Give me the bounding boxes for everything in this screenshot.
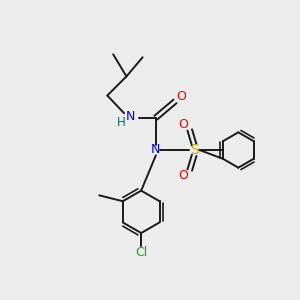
- Text: N: N: [151, 143, 160, 157]
- Text: Cl: Cl: [135, 246, 147, 259]
- Text: N: N: [126, 110, 136, 123]
- Text: H: H: [117, 116, 125, 128]
- Text: O: O: [177, 91, 186, 103]
- Text: O: O: [178, 118, 188, 131]
- Text: O: O: [178, 169, 188, 182]
- Text: S: S: [190, 143, 199, 157]
